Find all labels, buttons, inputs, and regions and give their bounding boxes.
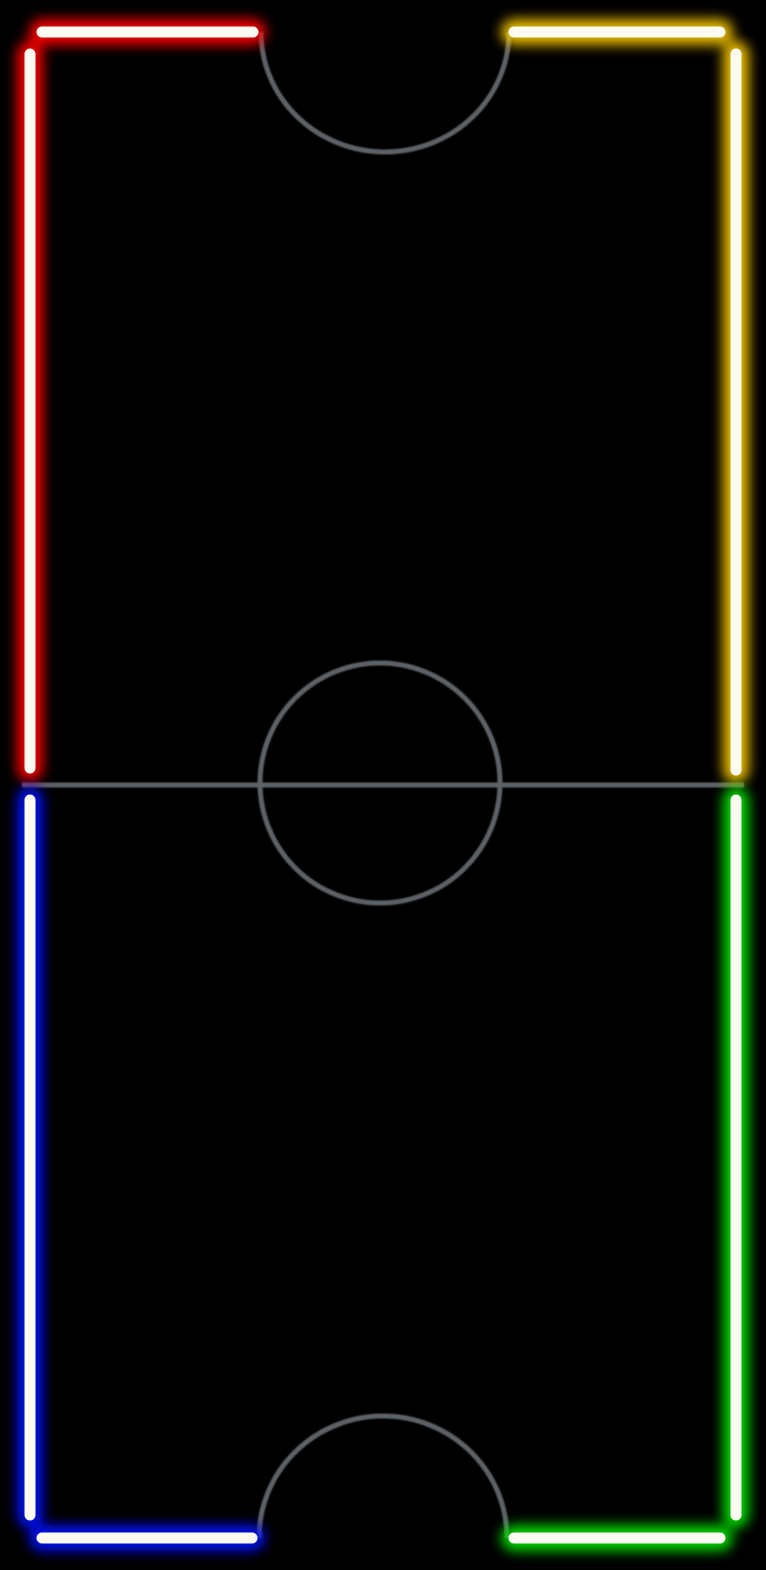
wall-top-right-core <box>508 26 742 776</box>
wall-top-right <box>501 19 749 783</box>
wall-bottom-left-core <box>24 794 258 1544</box>
bottom-goal-crease <box>256 1413 510 1539</box>
wall-bottom-right-core <box>508 794 742 1544</box>
wall-top-left-core <box>24 26 259 774</box>
wall-bottom-right <box>501 787 749 1551</box>
wall-bottom-left <box>17 787 265 1551</box>
field-markings <box>22 31 744 1539</box>
top-goal-crease <box>258 31 512 155</box>
wall-top-left <box>17 19 266 781</box>
center-circle <box>257 660 503 906</box>
